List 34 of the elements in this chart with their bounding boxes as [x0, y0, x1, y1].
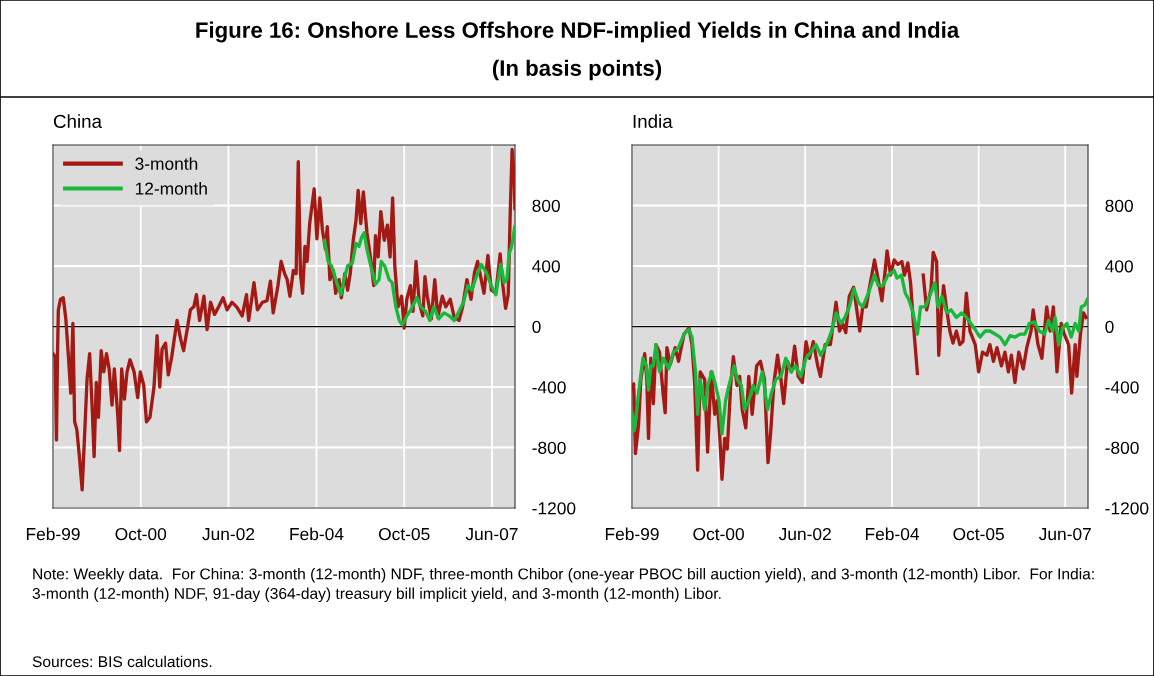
x-tick-label: Feb-04 — [290, 527, 344, 541]
caption: Figure 16: Onshore Less Offshore NDF-implied Yields in China and India — [196, 21, 960, 43]
y-tick-label: -800 — [532, 441, 566, 454]
source-note: Sources: BIS calculations. — [32, 655, 212, 668]
y-tick-label: 0 — [532, 320, 541, 333]
text: (In basis points) — [492, 59, 662, 81]
y-tick-label: -1200 — [532, 502, 576, 515]
y-tick-label: 800 — [1105, 199, 1133, 212]
y-tick-label: -400 — [1105, 381, 1139, 394]
y-tick-label: -1200 — [1105, 502, 1149, 515]
chart-title: India — [633, 114, 673, 129]
x-tick-label: Feb-99 — [26, 527, 80, 541]
y-tick-label: 400 — [1105, 260, 1133, 273]
text: Note: Weekly data. For China: 3-month (12-month) NDF, three-month Chibor (one-year PBOC bill auction yield), and 3-month (12-month) Libor. For India: 3-month (12-month) NDF, 91-day (364-day) treasury bill implicit yield, and 3-month (12-month) Libor. — [32, 568, 1094, 603]
x-tick-label: Oct-05 — [953, 527, 1004, 541]
x-tick-label: Jun-07 — [1038, 527, 1091, 541]
x-tick-label: Feb-04 — [865, 527, 920, 541]
x-tick-label: Feb-99 — [605, 527, 659, 541]
y-tick-label: -800 — [1105, 441, 1139, 454]
y-tick-label: 400 — [532, 260, 560, 273]
x-tick-label: Jun-02 — [778, 527, 831, 541]
chart-title: China — [53, 114, 102, 129]
line-series — [322, 225, 515, 327]
y-tick-label: 800 — [532, 199, 560, 212]
line-series — [632, 268, 1088, 436]
y-tick-label: -400 — [532, 381, 566, 394]
x-tick-label: Jun-07 — [465, 527, 518, 541]
y-tick-label: 0 — [1105, 320, 1114, 333]
legend-label: 3-month — [135, 157, 198, 170]
x-tick-label: Jun-02 — [202, 527, 255, 541]
x-tick-label: Oct-00 — [693, 527, 744, 541]
legend-label: 12-month — [135, 182, 207, 195]
x-tick-label: Oct-05 — [378, 527, 430, 541]
x-tick-label: Oct-00 — [115, 527, 167, 541]
